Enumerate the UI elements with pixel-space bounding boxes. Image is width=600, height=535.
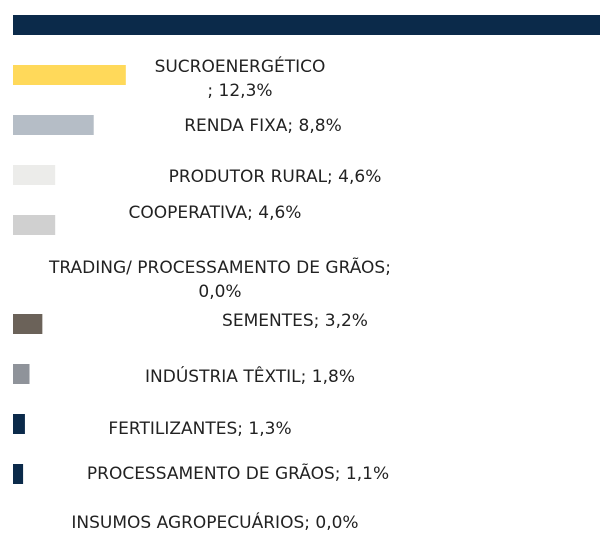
bar [13, 15, 600, 35]
data-label: RENDA FIXA; 8,8% [184, 116, 341, 136]
bar [13, 115, 94, 135]
data-label: 0,0% [198, 282, 241, 302]
bar [13, 414, 25, 434]
data-label: INDÚSTRIA TÊXTIL; 1,8% [145, 365, 355, 387]
bar [13, 464, 24, 484]
bar [13, 65, 126, 85]
bar [13, 165, 56, 185]
data-label: SEMENTES; 3,2% [222, 311, 368, 331]
bar [13, 215, 56, 235]
data-label: TRADING/ PROCESSAMENTO DE GRÃOS; [48, 256, 391, 278]
data-label: FERTILIZANTES; 1,3% [108, 419, 291, 439]
data-label: ; 12,3% [207, 81, 272, 101]
data-label: PROCESSAMENTO DE GRÃOS; 1,1% [87, 462, 389, 484]
bar [13, 364, 30, 384]
data-label: COOPERATIVA; 4,6% [129, 203, 302, 223]
data-label: PRODUTOR RURAL; 4,6% [169, 167, 382, 187]
data-label: SUCROENERGÉTICO [155, 55, 326, 77]
data-label: INSUMOS AGROPECUÁRIOS; 0,0% [71, 511, 358, 533]
bar [13, 314, 43, 334]
